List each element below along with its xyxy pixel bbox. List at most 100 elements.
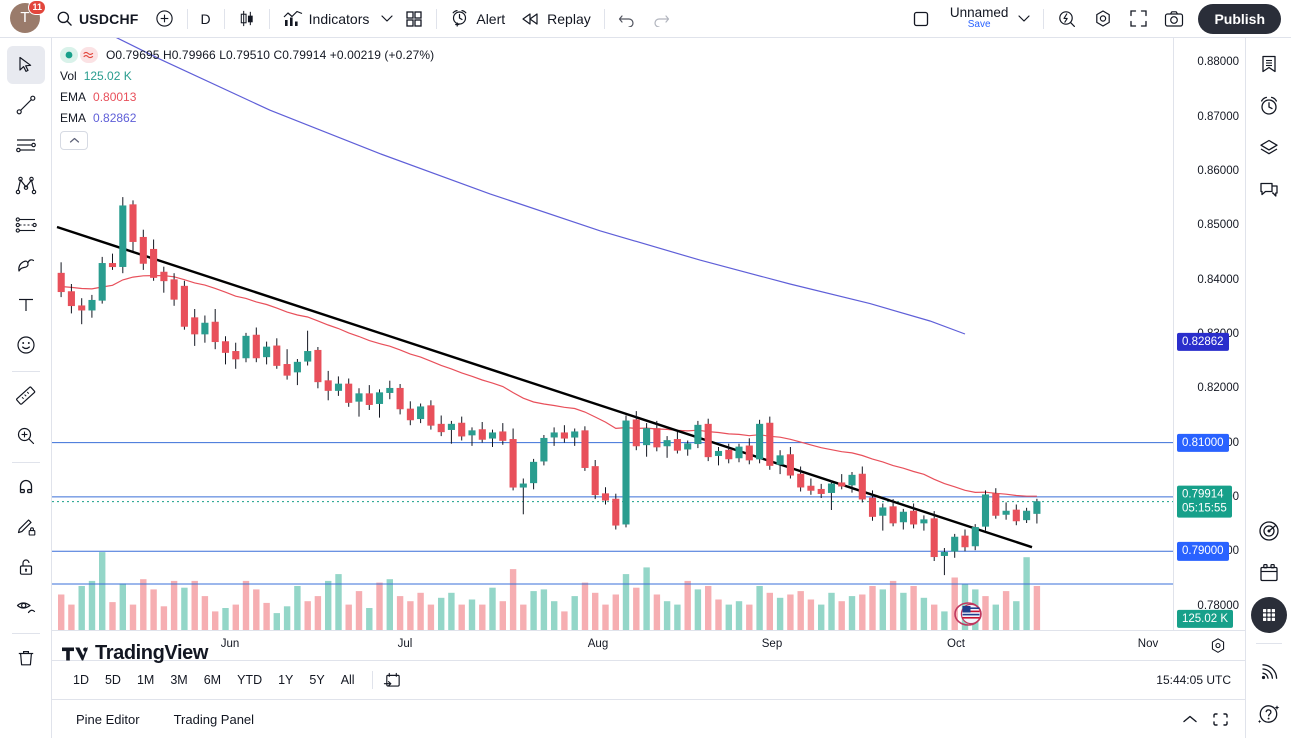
trendline-tool[interactable]: [7, 86, 45, 124]
hline-079-badge[interactable]: 0.79000: [1177, 542, 1229, 561]
user-avatar[interactable]: T 11: [10, 0, 46, 35]
layout-save-label[interactable]: Save: [967, 19, 991, 31]
ideas-panel-button[interactable]: [1251, 513, 1287, 549]
volume-bar: [448, 592, 455, 630]
range-button-1d[interactable]: 1D: [73, 673, 89, 687]
publish-button[interactable]: Publish: [1198, 3, 1281, 34]
hide-drawings-tool[interactable]: [7, 588, 45, 626]
alerts-panel-button[interactable]: [1251, 88, 1287, 124]
candle-body: [591, 466, 599, 496]
candlestick-plot[interactable]: [52, 38, 1173, 630]
range-button-1y[interactable]: 1Y: [278, 673, 294, 687]
add-symbol-button[interactable]: [147, 4, 182, 34]
time-axis-settings-button[interactable]: [1209, 637, 1227, 655]
brush-tool[interactable]: [7, 246, 45, 284]
zoom-tool[interactable]: [7, 417, 45, 455]
legend-ohlc-row[interactable]: O0.79695 H0.79966 L0.79510 C0.79914 +0.0…: [60, 44, 434, 65]
chart-settings-button[interactable]: [1085, 4, 1121, 34]
candle-body: [314, 349, 322, 383]
calendar-panel-button[interactable]: [1251, 555, 1287, 591]
volume-bar: [78, 586, 85, 630]
measure-tool[interactable]: [7, 377, 45, 415]
help-panel-button[interactable]: [1251, 696, 1287, 732]
symbol-search-button[interactable]: USDCHF: [48, 4, 147, 34]
interval-button[interactable]: D: [193, 4, 219, 34]
tab-trading-panel[interactable]: Trading Panel: [173, 711, 255, 727]
chevron-up-icon[interactable]: [1182, 714, 1198, 724]
range-button-ytd[interactable]: YTD: [237, 673, 263, 687]
replay-button[interactable]: Replay: [513, 4, 599, 34]
legend-volume-row[interactable]: Vol 125.02 K: [60, 65, 434, 86]
candle-body: [920, 519, 928, 524]
alert-button[interactable]: Alert: [442, 4, 513, 34]
watchlist-panel-button[interactable]: [1251, 46, 1287, 82]
legend-ema-slow-value: 0.82862: [93, 110, 137, 125]
volume-bar: [828, 592, 835, 630]
pitchfork-tool[interactable]: [7, 166, 45, 204]
range-button-5y[interactable]: 5Y: [309, 673, 325, 687]
layout-checkbox-button[interactable]: [904, 4, 938, 34]
redo-icon: [652, 11, 670, 27]
price-pane[interactable]: [52, 38, 1173, 630]
volume-bar: [787, 594, 794, 630]
snapshot-button[interactable]: [1156, 4, 1192, 34]
chat-panel-button[interactable]: [1251, 172, 1287, 208]
candle-body: [519, 483, 527, 488]
publish-label: Publish: [1214, 10, 1265, 27]
chart-container[interactable]: O0.79695 H0.79966 L0.79510 C0.79914 +0.0…: [52, 38, 1245, 700]
range-button-all[interactable]: All: [340, 673, 355, 687]
magnet-tool[interactable]: [7, 468, 45, 506]
time-axis-tick: Oct: [947, 638, 965, 650]
volume-bar: [551, 601, 558, 630]
volume-bar: [530, 591, 537, 630]
volume-bar: [140, 579, 147, 630]
undo-button[interactable]: [610, 4, 644, 34]
chevron-down-icon: [381, 14, 393, 23]
range-button-5d[interactable]: 5D: [104, 673, 121, 687]
range-button-6m[interactable]: 6M: [203, 673, 222, 687]
templates-button[interactable]: [397, 4, 431, 34]
range-button-3m[interactable]: 3M: [170, 673, 188, 687]
layout-name-button[interactable]: Unnamed Save: [938, 4, 1039, 34]
tab-pine-editor[interactable]: Pine Editor: [76, 711, 140, 727]
price-axis[interactable]: 0.880000.870000.860000.850000.840000.830…: [1173, 38, 1245, 630]
gann-fib-tool[interactable]: [7, 206, 45, 244]
legend-ema-slow-row[interactable]: EMA 0.82862: [60, 107, 434, 128]
chart-type-button[interactable]: [230, 4, 264, 34]
text-tool[interactable]: [7, 286, 45, 324]
horizontal-lines-tool[interactable]: [7, 126, 45, 164]
cursor-tool[interactable]: [6, 46, 45, 84]
indicators-dropdown-button[interactable]: [377, 4, 397, 34]
hline-081-badge[interactable]: 0.81000: [1177, 433, 1229, 452]
trash-icon: [15, 647, 37, 669]
remove-drawings-tool[interactable]: [7, 639, 45, 677]
volume-badge[interactable]: 125.02 K: [1177, 609, 1234, 629]
range-button-1m[interactable]: 1M: [136, 673, 155, 687]
lock-drawings-tool[interactable]: [7, 548, 45, 586]
volume-bar: [468, 599, 476, 630]
apps-panel-button[interactable]: [1250, 597, 1287, 633]
data-window-panel-button[interactable]: [1251, 130, 1287, 166]
emoji-tool[interactable]: [7, 326, 45, 364]
drawing-mode-tool[interactable]: [7, 508, 45, 546]
fullscreen-button[interactable]: [1121, 4, 1156, 34]
time-axis[interactable]: Jun Jul Aug Sep Oct Nov: [52, 630, 1245, 660]
stream-panel-button[interactable]: [1251, 654, 1287, 690]
maximize-icon[interactable]: [1212, 712, 1229, 727]
redo-button[interactable]: [644, 4, 678, 34]
indicators-button[interactable]: Indicators: [275, 4, 378, 34]
legend-ema-fast-row[interactable]: EMA 0.80013: [60, 86, 434, 107]
candle-body: [930, 518, 938, 558]
last-price-badge[interactable]: 0.79914 05:15:55: [1177, 485, 1232, 518]
ema-slow-badge[interactable]: 0.82862: [1177, 332, 1229, 351]
volume-bar: [992, 604, 999, 630]
notification-badge[interactable]: 11: [28, 0, 46, 15]
volume-bar: [807, 599, 815, 630]
session-clock[interactable]: 15:44:05 UTC: [1156, 673, 1231, 687]
fib-retracement-icon: [15, 214, 37, 236]
calendar-goto-icon[interactable]: [383, 671, 402, 690]
candle-body: [560, 432, 568, 439]
legend-collapse-button[interactable]: [60, 131, 88, 150]
price-axis-tick: 0.88000: [1197, 56, 1239, 69]
quick-search-button[interactable]: [1049, 4, 1085, 34]
